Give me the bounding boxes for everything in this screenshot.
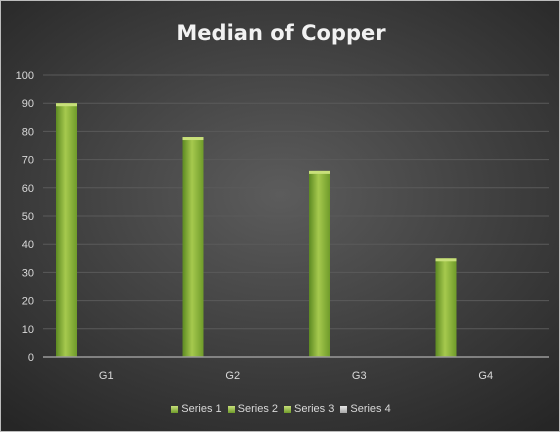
chart-legend: Series 1 Series 2 Series 3 Series 4 xyxy=(1,403,560,415)
bar-top-g4 xyxy=(435,258,457,262)
y-tick-label: 100 xyxy=(16,70,34,82)
x-tick-label: G4 xyxy=(478,370,493,382)
legend-swatch xyxy=(340,405,348,413)
bar-g2 xyxy=(182,137,204,357)
legend-item: Series 2 xyxy=(227,403,278,415)
bar-g1 xyxy=(56,103,77,357)
legend-item: Series 4 xyxy=(340,403,391,415)
legend-swatch xyxy=(284,405,291,413)
x-tick-label: G1 xyxy=(99,370,114,382)
bar-top-g2 xyxy=(182,137,204,141)
y-tick-label: 50 xyxy=(22,211,34,223)
y-tick-label: 90 xyxy=(22,98,34,110)
legend-label: Series 4 xyxy=(350,403,391,415)
bar-top-g3 xyxy=(309,170,330,174)
legend-label: Series 2 xyxy=(237,403,278,415)
y-tick-label: 0 xyxy=(28,352,34,364)
legend-swatch xyxy=(171,405,179,413)
bar-g3 xyxy=(309,170,330,357)
legend-label: Series 3 xyxy=(294,403,335,415)
y-tick-label: 10 xyxy=(22,324,34,336)
legend-item: Series 3 xyxy=(284,403,334,415)
y-tick-label: 30 xyxy=(22,267,34,279)
y-tick-label: 80 xyxy=(22,126,34,138)
y-tick-label: 20 xyxy=(22,296,34,308)
y-tick-label: 40 xyxy=(22,239,34,251)
x-tick-label: G3 xyxy=(352,370,367,382)
y-tick-label: 60 xyxy=(22,183,34,195)
legend-swatch xyxy=(227,405,235,413)
bar-top-g1 xyxy=(56,103,77,107)
bar-g4 xyxy=(435,258,457,357)
y-tick-label: 70 xyxy=(22,155,34,167)
legend-label: Series 1 xyxy=(181,403,222,415)
chart-title: Median of Copper xyxy=(176,21,386,45)
legend-item: Series 1 xyxy=(171,403,222,415)
x-tick-label: G2 xyxy=(225,370,240,382)
